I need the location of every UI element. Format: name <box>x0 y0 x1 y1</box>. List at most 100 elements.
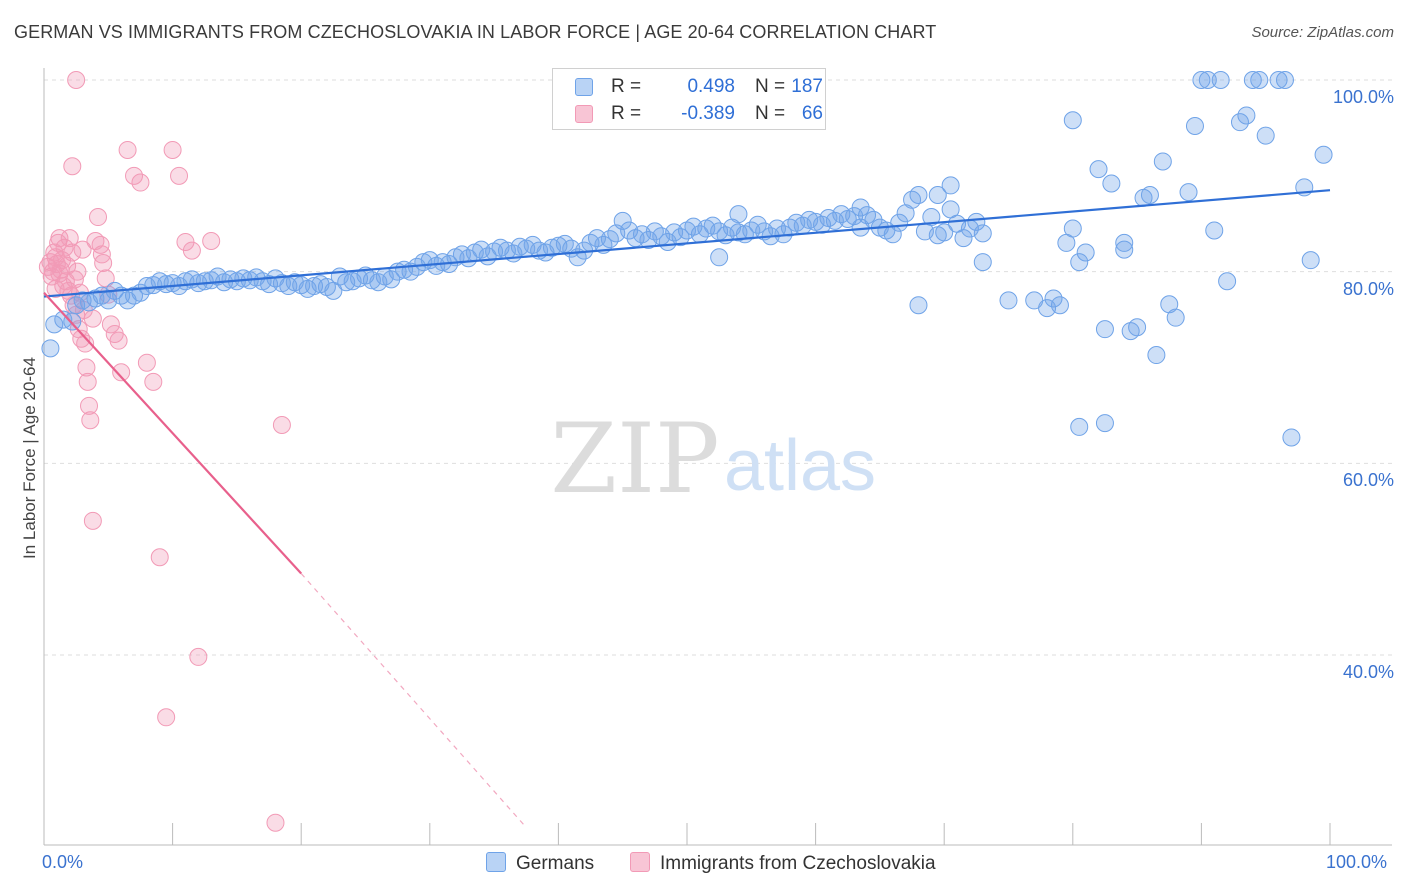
czech-point <box>137 353 156 372</box>
czech-point <box>76 334 95 353</box>
german-point <box>999 291 1018 310</box>
german-point <box>1301 251 1320 270</box>
german-point <box>729 205 748 224</box>
german-point <box>967 212 986 231</box>
legend-r-value: -0.389 <box>681 103 735 124</box>
czech-point <box>266 813 285 832</box>
czech-point <box>157 708 176 727</box>
czech-point <box>182 241 201 260</box>
german-point <box>1070 253 1089 272</box>
german-point <box>1269 71 1288 89</box>
german-point <box>935 223 954 242</box>
german-point <box>1275 71 1294 89</box>
watermark-atlas: atlas <box>724 426 876 506</box>
czech-point <box>60 229 79 248</box>
german-point <box>1218 272 1237 291</box>
german-point <box>1198 71 1217 89</box>
legend-n-label: N = <box>755 103 786 124</box>
czech-point <box>50 229 69 248</box>
legend-swatch-czech <box>630 852 650 872</box>
german-trendline <box>43 189 1331 298</box>
czech-point <box>83 309 102 328</box>
german-point <box>1128 318 1147 337</box>
german-point <box>1089 160 1108 179</box>
german-point <box>1050 296 1069 315</box>
czech-point <box>63 157 82 176</box>
legend-swatch-germans <box>486 852 506 872</box>
legend-n-value: 187 <box>791 76 823 97</box>
german-point <box>1230 113 1249 132</box>
german-point <box>922 208 941 227</box>
german-point <box>1115 233 1134 252</box>
german-point <box>305 277 324 296</box>
czech-point <box>73 240 92 259</box>
german-point <box>1314 145 1333 164</box>
german-point <box>909 186 928 204</box>
legend-label-czech: Immigrants from Czechoslovakia <box>660 853 936 874</box>
german-point <box>1102 174 1121 193</box>
czech-point <box>170 166 189 185</box>
x-tick-label-min: 0.0% <box>42 852 84 872</box>
y-tick-label: 80.0% <box>1342 278 1394 299</box>
german-point <box>45 315 64 334</box>
german-point <box>1185 117 1204 135</box>
czech-point <box>63 243 82 262</box>
legend-n-value: 66 <box>801 103 823 124</box>
german-point <box>382 270 401 289</box>
czech-point <box>46 279 65 298</box>
german-point <box>1243 71 1262 89</box>
czech-point <box>109 331 128 350</box>
german-point <box>1211 71 1230 89</box>
czech-point <box>89 208 108 227</box>
czech-point <box>80 396 99 415</box>
german-point <box>1250 71 1269 89</box>
czech-point <box>58 256 77 275</box>
grid-lines <box>44 79 1392 656</box>
german-point <box>1115 240 1134 259</box>
czech-point <box>112 363 131 382</box>
german-point <box>671 228 690 247</box>
y-tick-label: 100.0% <box>1332 87 1394 107</box>
czech-trendline-extension <box>300 573 527 828</box>
czech-point <box>92 245 111 264</box>
german-point <box>1179 183 1198 202</box>
german-point <box>221 270 240 289</box>
german-point <box>1095 320 1114 339</box>
legend-r-label: R = <box>611 103 642 124</box>
german-point <box>587 229 606 248</box>
legend-r-value: 0.498 <box>687 76 735 97</box>
czech-point <box>150 548 169 567</box>
czech-point <box>131 173 150 192</box>
german-point <box>1256 126 1275 145</box>
german-point <box>54 310 73 329</box>
german-point <box>973 224 992 243</box>
german-point <box>1147 346 1166 365</box>
czech-point <box>118 140 137 159</box>
german-point <box>1166 308 1185 327</box>
german-point <box>41 339 60 358</box>
german-point <box>1153 152 1172 171</box>
german-point <box>973 253 992 272</box>
german-point <box>613 211 632 230</box>
german-point <box>1237 106 1256 125</box>
czech-point <box>272 416 291 434</box>
german-point <box>954 229 973 248</box>
czech-point <box>91 235 110 254</box>
german-points <box>41 71 1333 447</box>
german-point <box>710 248 729 267</box>
x-tick-label-max: 100.0% <box>1326 852 1388 872</box>
german-point <box>928 186 947 204</box>
czech-point <box>163 140 182 159</box>
czech-point <box>67 71 86 89</box>
german-point <box>1282 428 1301 447</box>
czech-point <box>81 411 100 430</box>
legend-item-czech: Immigrants from Czechoslovakia <box>630 852 936 875</box>
czech-point <box>125 166 144 185</box>
german-point <box>1070 417 1089 436</box>
legend-label-germans: Germans <box>516 853 595 874</box>
trend-lines <box>43 189 1331 828</box>
czech-point <box>101 315 120 334</box>
y-tick-label: 60.0% <box>1342 470 1394 491</box>
chart-title: GERMAN VS IMMIGRANTS FROM CZECHOSLOVAKIA… <box>14 22 937 42</box>
watermark: ZIP atlas <box>550 403 876 515</box>
